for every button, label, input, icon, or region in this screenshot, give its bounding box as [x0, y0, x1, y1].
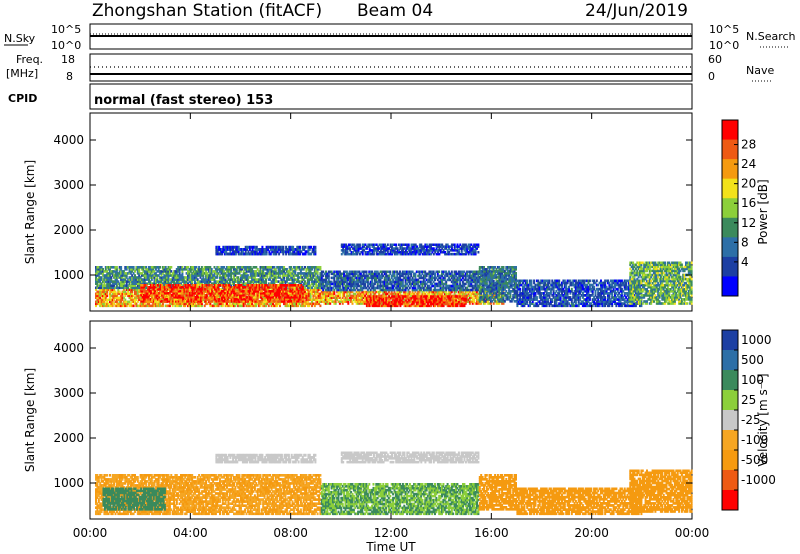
heatmap-cell — [159, 266, 161, 269]
nave-right-tick-top: 60 — [708, 53, 722, 66]
figure: Zhongshan Station (fitACF) Beam 04 24/Ju… — [0, 0, 800, 554]
nave-label: Nave — [746, 64, 774, 77]
nave-right-tick-bottom: 0 — [708, 70, 715, 83]
heatmap-cell — [319, 266, 321, 269]
freq-unit-label: [MHz] — [6, 67, 38, 80]
nsearch-label: N.Search — [746, 30, 796, 43]
nsky-left-tick-top: 10^5 — [51, 23, 81, 36]
freq-left-tick-top: 18 — [61, 53, 75, 66]
heatmap-cell — [319, 305, 321, 308]
cpid-panel: CPID normal (fast stereo) 153 — [8, 84, 692, 109]
nsky-right-tick-bottom: 10^0 — [709, 39, 739, 52]
nsky-panel: N.Sky 10^5 10^0 10^5 10^0 N.Search — [4, 23, 796, 52]
heatmap-cell — [170, 266, 172, 269]
freq-panel: Freq. [MHz] 18 8 60 0 Nave — [6, 53, 774, 83]
nsky-left-tick-bottom: 10^0 — [51, 39, 81, 52]
page-title: Zhongshan Station (fitACF) — [92, 1, 322, 21]
freq-left-tick-bottom: 8 — [66, 70, 73, 83]
cpid-text: normal (fast stereo) 153 — [94, 93, 273, 108]
heatmap-cell — [120, 266, 122, 269]
beam-label: Beam 04 — [357, 1, 433, 21]
heatmap-cell — [116, 266, 118, 269]
heatmap-cell — [133, 266, 135, 269]
freq-label: Freq. — [16, 53, 43, 66]
nsky-right-tick-top: 10^5 — [709, 23, 739, 36]
date-label: 24/Jun/2019 — [585, 1, 688, 21]
power-heatmap — [95, 244, 693, 308]
cpid-label: CPID — [8, 92, 37, 105]
nsky-label: N.Sky — [4, 32, 36, 45]
